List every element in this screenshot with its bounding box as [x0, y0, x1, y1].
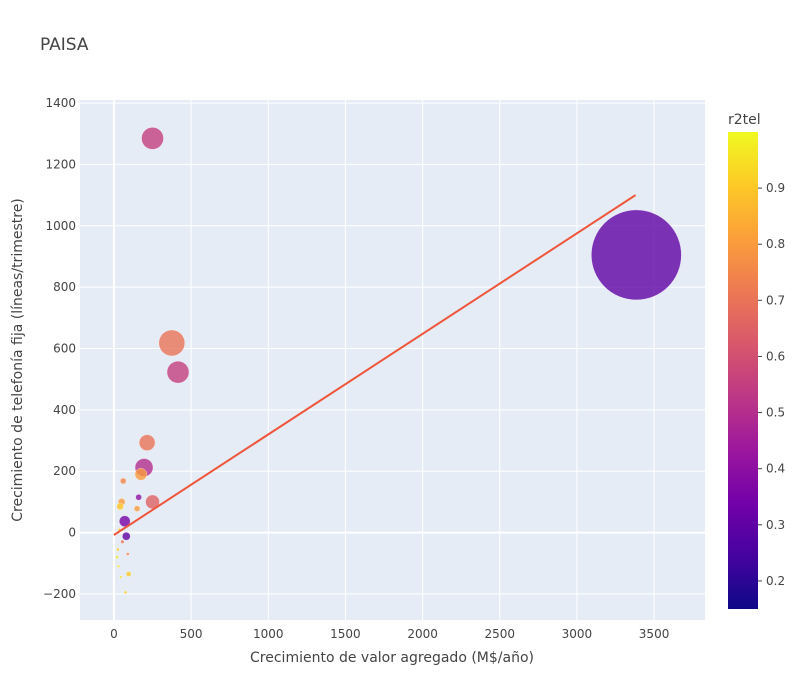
data-point [126, 552, 130, 556]
data-point [119, 575, 123, 579]
colorbar-tick-label: 0.2 [766, 574, 785, 588]
y-tick-label: 400 [53, 403, 76, 417]
data-point [158, 329, 186, 357]
x-tick-label: 2500 [484, 627, 515, 641]
y-tick-label: 1000 [45, 219, 76, 233]
y-tick-label: 800 [53, 280, 76, 294]
colorbar-tick-label: 0.4 [766, 462, 785, 476]
x-tick-label: 1000 [253, 627, 284, 641]
data-points [115, 127, 682, 595]
trendline [113, 194, 637, 536]
x-tick-label: 1500 [330, 627, 361, 641]
data-point [122, 531, 131, 541]
data-point [135, 494, 142, 501]
data-point [133, 505, 141, 512]
x-tick-label: 3000 [562, 627, 593, 641]
colorbar-tick-labels: 0.2 0.3 0.4 0.5 0.6 0.7 0.8 0.9 [758, 181, 785, 588]
data-point [120, 539, 125, 544]
chart-title: PAISA [40, 35, 89, 55]
y-tick-label: 200 [53, 464, 76, 478]
data-point [591, 209, 682, 301]
colorbar-tick-label: 0.5 [766, 406, 785, 420]
data-point [141, 127, 164, 150]
y-tick-label: 0 [68, 526, 76, 540]
y-axis-label: Crecimiento de telefonía fija (líneas/tr… [10, 198, 26, 522]
x-tick-label: 2000 [407, 627, 438, 641]
y-tick-labels: −200 0 200 400 600 800 1000 1200 1400 [43, 96, 76, 601]
plot-area [80, 100, 705, 620]
colorbar-title: r2tel [728, 112, 761, 128]
trendline-group [113, 194, 637, 536]
x-axis-label: Crecimiento de valor agregado (M$/año) [250, 650, 534, 666]
data-point [138, 434, 156, 451]
colorbar-tick-label: 0.6 [766, 349, 785, 363]
x-tick-label: 0 [110, 627, 118, 641]
y-tick-label: −200 [43, 587, 76, 601]
colorbar-tick-label: 0.3 [766, 518, 785, 532]
colorbar-tick-label: 0.9 [766, 181, 785, 195]
data-point [116, 502, 124, 511]
data-point [119, 477, 127, 485]
data-point [115, 555, 119, 559]
data-point [134, 468, 148, 481]
x-tick-label: 500 [180, 627, 203, 641]
data-point [166, 360, 190, 384]
data-point [119, 515, 131, 527]
colorbar-tick-label: 0.8 [766, 237, 785, 251]
x-tick-label: 3500 [639, 627, 670, 641]
y-tick-label: 600 [53, 341, 76, 355]
data-point [116, 547, 120, 552]
colorbar-tick-label: 0.7 [766, 293, 785, 307]
grid-lines [80, 100, 705, 620]
data-point [123, 590, 128, 595]
data-point [117, 564, 121, 568]
y-tick-label: 1400 [45, 96, 76, 110]
x-tick-labels: 0 500 1000 1500 2000 2500 3000 3500 [110, 627, 669, 641]
data-point [125, 571, 132, 577]
y-tick-label: 1200 [45, 157, 76, 171]
colorbar [728, 132, 758, 609]
